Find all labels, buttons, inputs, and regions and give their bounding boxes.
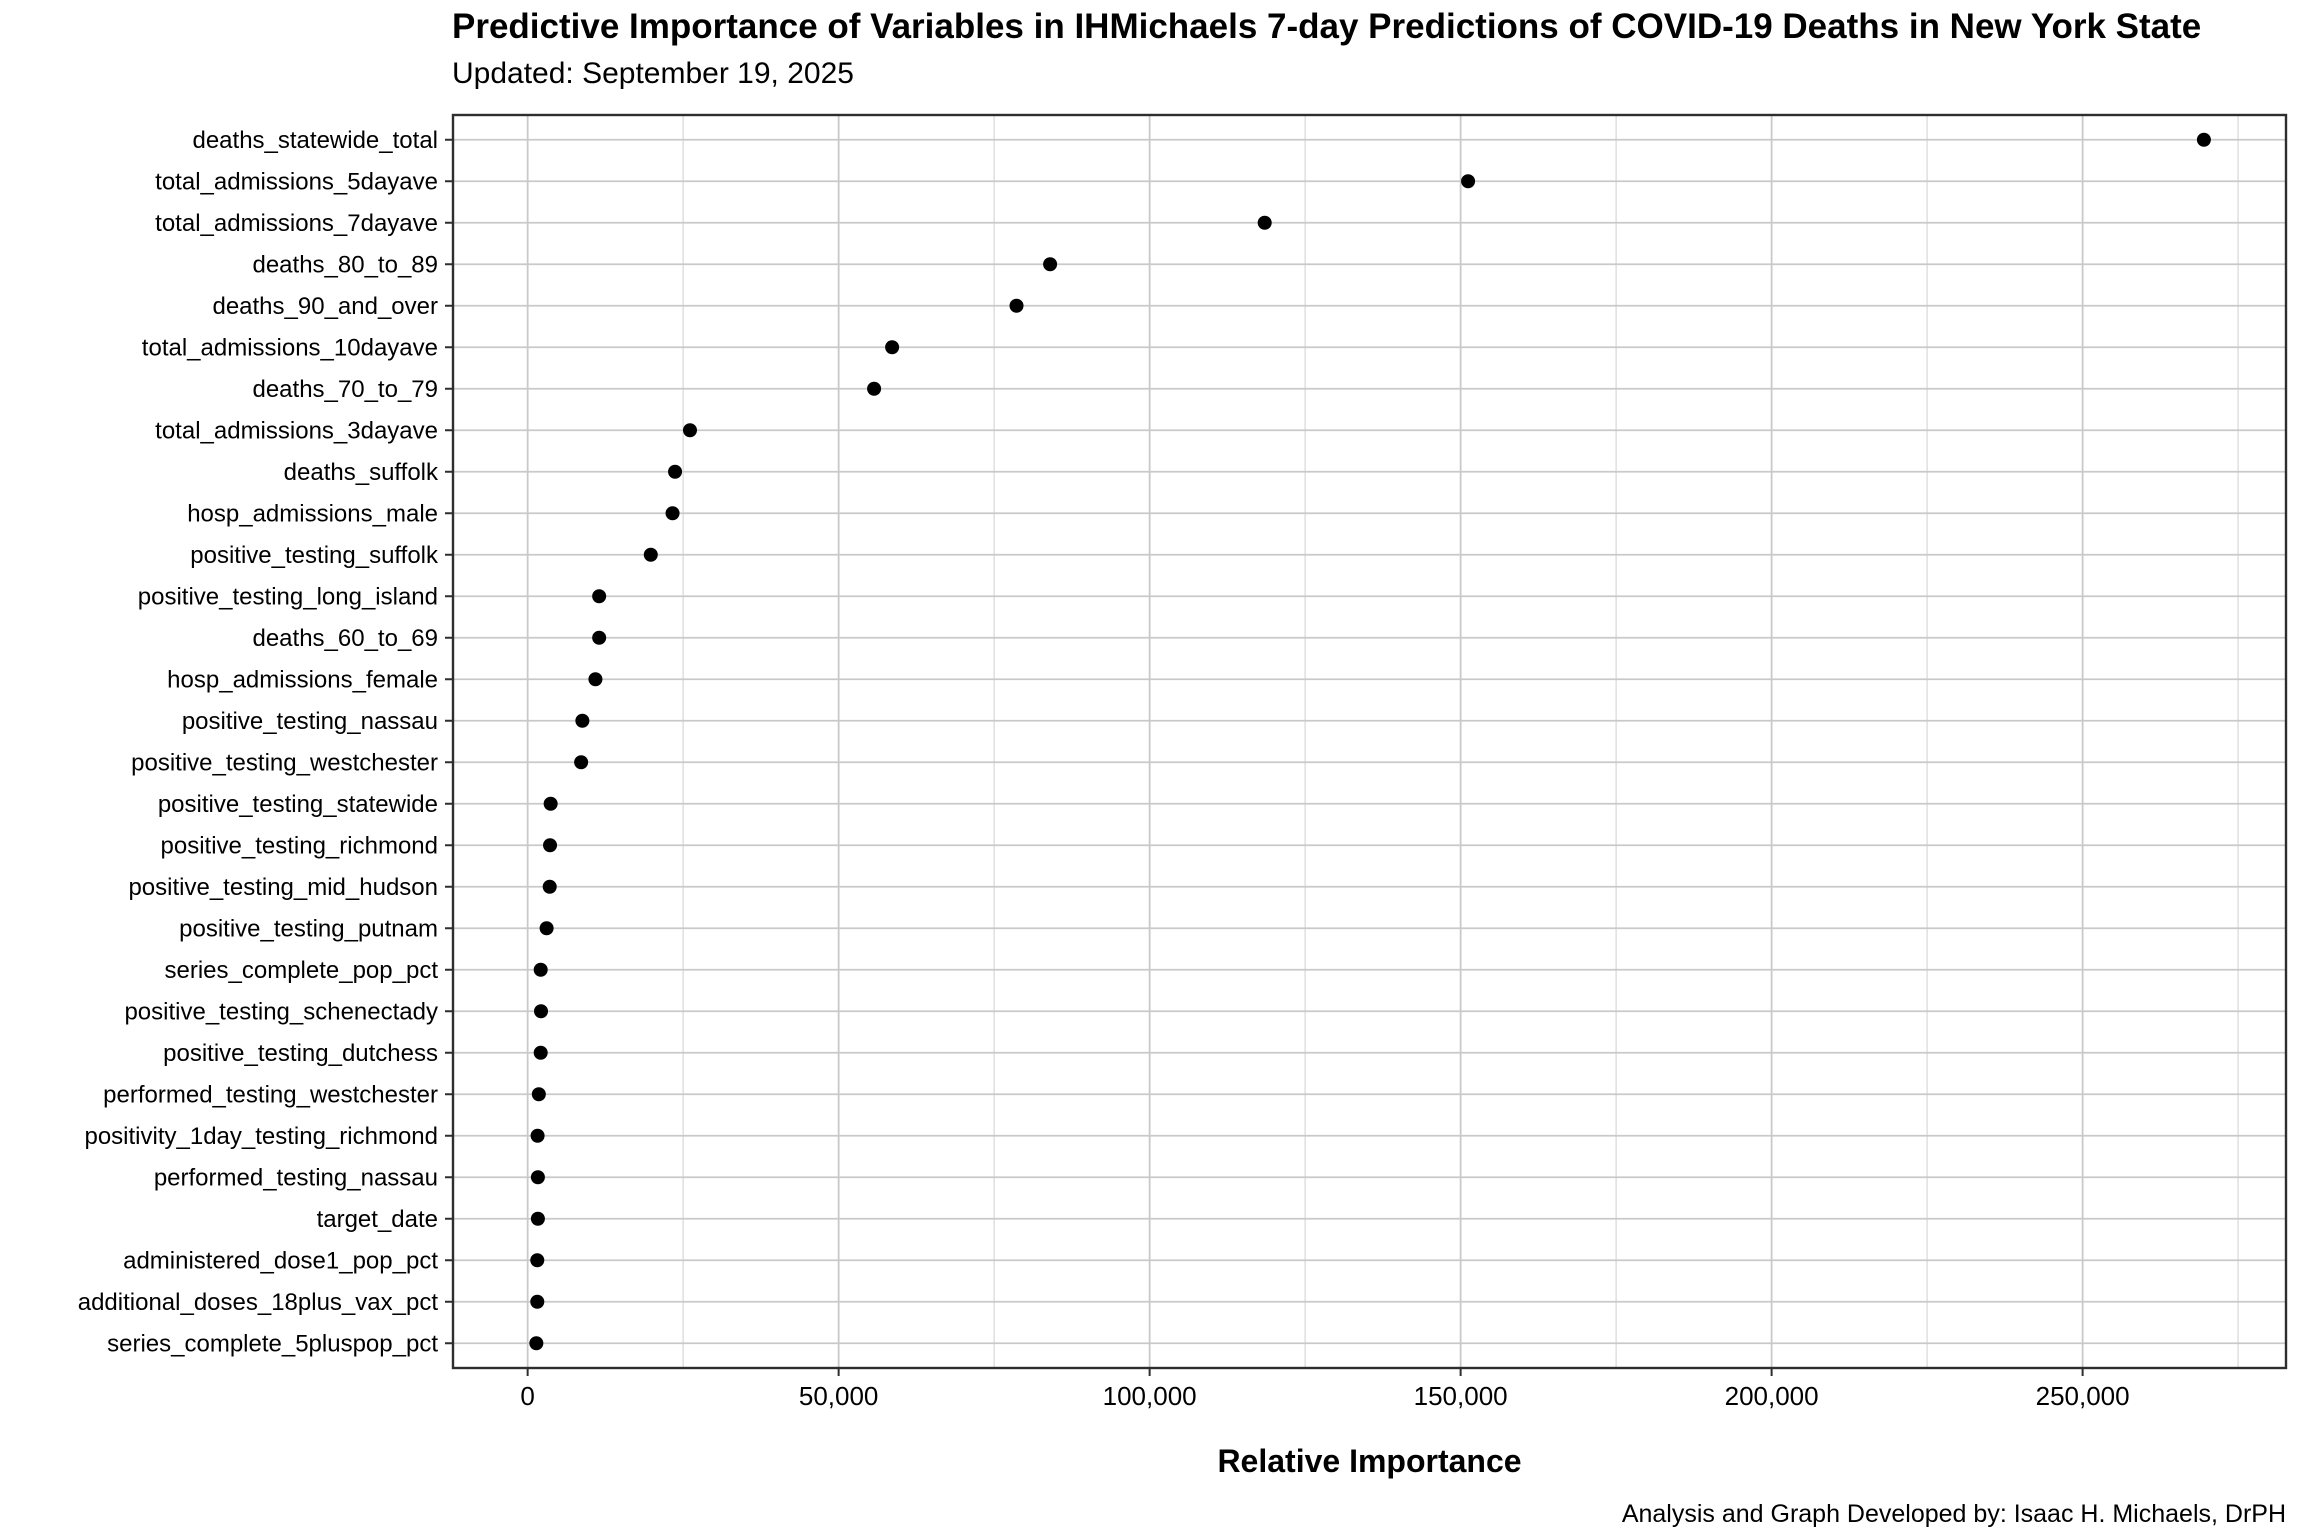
y-axis-label: additional_doses_18plus_vax_pct (78, 1289, 439, 1316)
y-axis-label: positive_testing_mid_hudson (128, 874, 438, 901)
y-axis-label: administered_dose1_pop_pct (123, 1247, 438, 1274)
data-point (592, 589, 607, 604)
data-point (867, 381, 882, 396)
x-axis-tick-label: 250,000 (2036, 1381, 2130, 1411)
y-axis-label: performed_testing_nassau (154, 1164, 438, 1191)
y-axis-label: positive_testing_suffolk (190, 542, 439, 569)
y-axis-label: positive_testing_putnam (179, 915, 438, 942)
y-axis-label: performed_testing_westchester (103, 1081, 438, 1108)
y-axis-label: total_admissions_10dayave (142, 334, 438, 361)
data-point (574, 755, 589, 770)
y-axis-label: positive_testing_schenectady (124, 998, 438, 1025)
data-point (885, 340, 900, 355)
data-point (1461, 174, 1476, 189)
y-axis-label: total_admissions_3dayave (155, 417, 438, 444)
data-point (665, 506, 680, 521)
data-point (533, 1045, 548, 1060)
chart-subtitle: Updated: September 19, 2025 (452, 57, 854, 90)
y-axis-label: hosp_admissions_male (187, 500, 438, 527)
y-axis-label: positive_testing_dutchess (163, 1040, 438, 1067)
y-axis-label: target_date (317, 1206, 438, 1233)
data-point (1009, 298, 1024, 313)
y-axis-label: deaths_statewide_total (192, 127, 438, 154)
panel-border (451, 113, 2288, 1370)
data-point (529, 1336, 544, 1351)
data-point (533, 962, 548, 977)
y-axis-label: positive_testing_richmond (161, 832, 439, 859)
data-point (530, 1211, 545, 1226)
data-point (643, 547, 658, 562)
data-point (668, 464, 683, 479)
y-axis-label: series_complete_5pluspop_pct (107, 1330, 438, 1357)
y-axis-label: hosp_admissions_female (167, 666, 438, 693)
data-point (530, 1170, 545, 1185)
y-axis-label: positivity_1day_testing_richmond (84, 1123, 438, 1150)
data-point (531, 1087, 546, 1102)
x-axis-tick-label: 200,000 (1725, 1381, 1819, 1411)
y-axis-label: positive_testing_westchester (131, 749, 438, 776)
x-axis-tick-label: 50,000 (799, 1381, 879, 1411)
data-point (592, 630, 607, 645)
data-point (530, 1253, 545, 1268)
y-axis-label: deaths_80_to_89 (252, 251, 438, 278)
data-point (575, 713, 590, 728)
y-axis-label: positive_testing_statewide (158, 791, 438, 818)
y-axis-label: total_admissions_7dayave (155, 210, 438, 237)
data-point (543, 838, 558, 853)
data-point (543, 796, 558, 811)
data-point (539, 921, 554, 936)
y-axis-label: series_complete_pop_pct (164, 957, 438, 984)
data-point (542, 879, 557, 894)
data-point (1257, 215, 1272, 230)
y-axis-label: deaths_60_to_69 (252, 625, 438, 652)
y-axis-label: total_admissions_5dayave (155, 168, 438, 195)
chart-title: Predictive Importance of Variables in IH… (452, 7, 2202, 46)
data-point (530, 1294, 545, 1309)
data-point (682, 423, 697, 438)
y-axis-label: positive_testing_long_island (138, 583, 438, 610)
x-axis-title: Relative Importance (1217, 1443, 1522, 1479)
data-point (1043, 257, 1058, 272)
x-axis-tick-label: 150,000 (1414, 1381, 1508, 1411)
x-axis-tick-label: 100,000 (1103, 1381, 1197, 1411)
y-axis-label: deaths_90_and_over (212, 293, 438, 320)
y-axis-label: deaths_suffolk (284, 459, 439, 486)
data-point (588, 672, 603, 687)
data-point (2196, 132, 2211, 147)
data-point (530, 1128, 545, 1143)
y-axis-label: deaths_70_to_79 (252, 376, 438, 403)
data-point (534, 1004, 549, 1019)
y-axis-label: positive_testing_nassau (182, 708, 438, 735)
x-axis-tick-label: 0 (520, 1381, 534, 1411)
chart-caption: Analysis and Graph Developed by: Isaac H… (1621, 1500, 2286, 1528)
